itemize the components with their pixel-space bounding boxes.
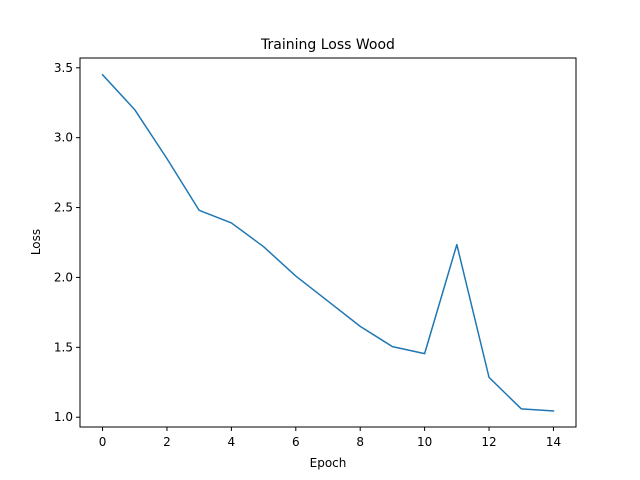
- chart-title: Training Loss Wood: [260, 37, 395, 53]
- series-line: [101, 73, 555, 412]
- y-tick-label: 1.5: [54, 340, 73, 354]
- y-tick-label: 3.5: [54, 61, 73, 75]
- x-tick-label: 14: [546, 435, 561, 449]
- y-tick-label: 1.0: [54, 410, 73, 424]
- x-tick-label: 6: [292, 435, 300, 449]
- x-tick-label: 10: [417, 435, 432, 449]
- y-tick-label: 2.5: [54, 201, 73, 215]
- plot-area: [80, 58, 576, 427]
- y-tick-label: 2.0: [54, 270, 73, 284]
- plot-frame: [79, 57, 577, 428]
- x-tick-label: 0: [99, 435, 107, 449]
- x-axis-title: Epoch: [310, 456, 347, 470]
- x-tick-label: 8: [356, 435, 364, 449]
- y-axis-title: Loss: [29, 229, 43, 255]
- y-tick-label: 3.0: [54, 131, 73, 145]
- x-tick-label: 12: [481, 435, 496, 449]
- x-tick-label: 2: [163, 435, 171, 449]
- x-tick-label: 4: [228, 435, 236, 449]
